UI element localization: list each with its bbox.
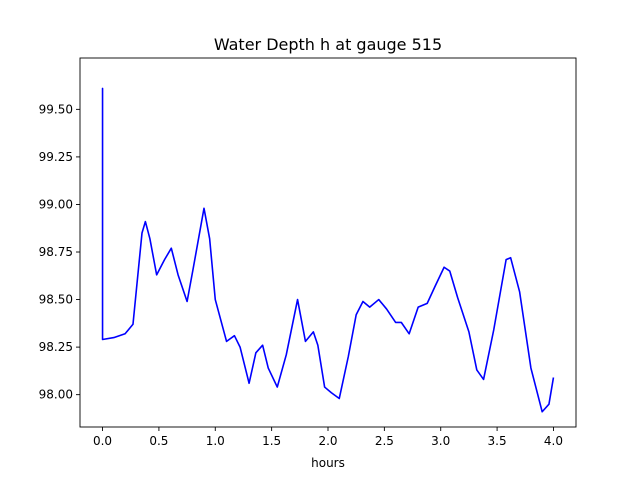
x-axis-label: hours bbox=[311, 456, 345, 470]
y-tick-label: 98.75 bbox=[39, 245, 73, 259]
x-tick-label: 3.5 bbox=[488, 434, 507, 448]
x-tick-label: 4.0 bbox=[544, 434, 563, 448]
x-tick-label: 2.0 bbox=[318, 434, 337, 448]
y-tick-label: 98.25 bbox=[39, 340, 73, 354]
x-tick-label: 2.5 bbox=[375, 434, 394, 448]
axes: 0.0 0.5 1.0 1.5 2.0 2.5 3.0 3.5 4.0 98.00 98.25 98.… bbox=[39, 57, 577, 448]
x-tick-label: 0.5 bbox=[149, 434, 168, 448]
axes-frame bbox=[79, 57, 577, 428]
series-line-0 bbox=[101, 87, 555, 413]
x-tick-label: 0.0 bbox=[93, 434, 112, 448]
y-tick-label: 99.00 bbox=[39, 197, 73, 211]
x-tick-label: 1.0 bbox=[206, 434, 225, 448]
x-tick-label: 3.0 bbox=[431, 434, 450, 448]
chart-title: Water Depth h at gauge 515 bbox=[214, 35, 442, 54]
y-tick-label: 98.00 bbox=[39, 388, 73, 402]
plot-area bbox=[101, 87, 555, 413]
y-tick-label: 99.50 bbox=[39, 102, 73, 116]
y-tick-label: 98.50 bbox=[39, 293, 73, 307]
x-tick-label: 1.5 bbox=[262, 434, 281, 448]
y-tick-label: 99.25 bbox=[39, 150, 73, 164]
